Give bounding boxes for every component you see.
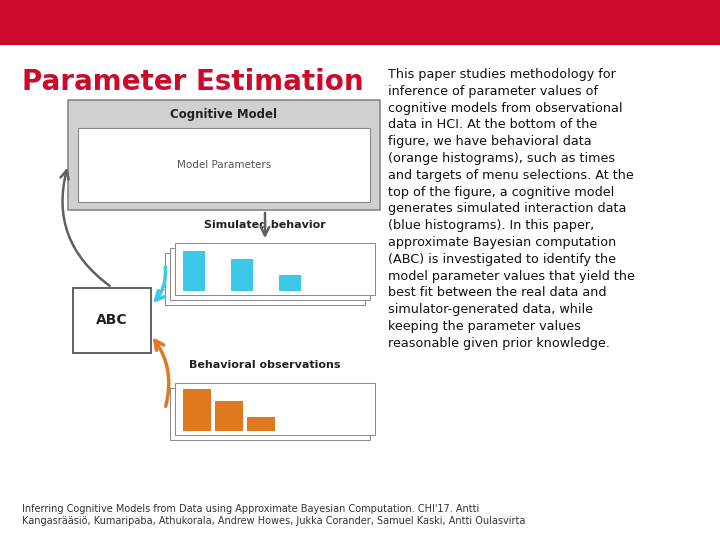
Text: Parameter Estimation: Parameter Estimation xyxy=(22,68,364,96)
Bar xyxy=(215,401,243,431)
Bar xyxy=(0,0,720,45)
Bar xyxy=(165,253,365,305)
Text: Cognitive Model: Cognitive Model xyxy=(171,108,277,121)
Text: Simulated behavior: Simulated behavior xyxy=(204,220,326,230)
Text: Behavioral observations: Behavioral observations xyxy=(189,360,341,370)
Bar xyxy=(175,383,375,435)
Text: ABC: ABC xyxy=(96,313,128,327)
Bar xyxy=(279,275,301,291)
Bar xyxy=(68,100,380,210)
Bar xyxy=(231,259,253,291)
Bar xyxy=(170,248,370,300)
Bar xyxy=(183,251,205,291)
Text: Model Parameters: Model Parameters xyxy=(177,160,271,170)
Text: This paper studies methodology for
inference of parameter values of
cognitive mo: This paper studies methodology for infer… xyxy=(388,68,635,350)
Bar xyxy=(73,287,151,353)
Text: Inferring Cognitive Models from Data using Approximate Bayesian Computation. CHI: Inferring Cognitive Models from Data usi… xyxy=(22,504,526,526)
Bar xyxy=(78,128,370,202)
Bar xyxy=(183,389,211,431)
Bar xyxy=(170,388,370,440)
Bar xyxy=(175,243,375,295)
Bar xyxy=(247,417,275,431)
